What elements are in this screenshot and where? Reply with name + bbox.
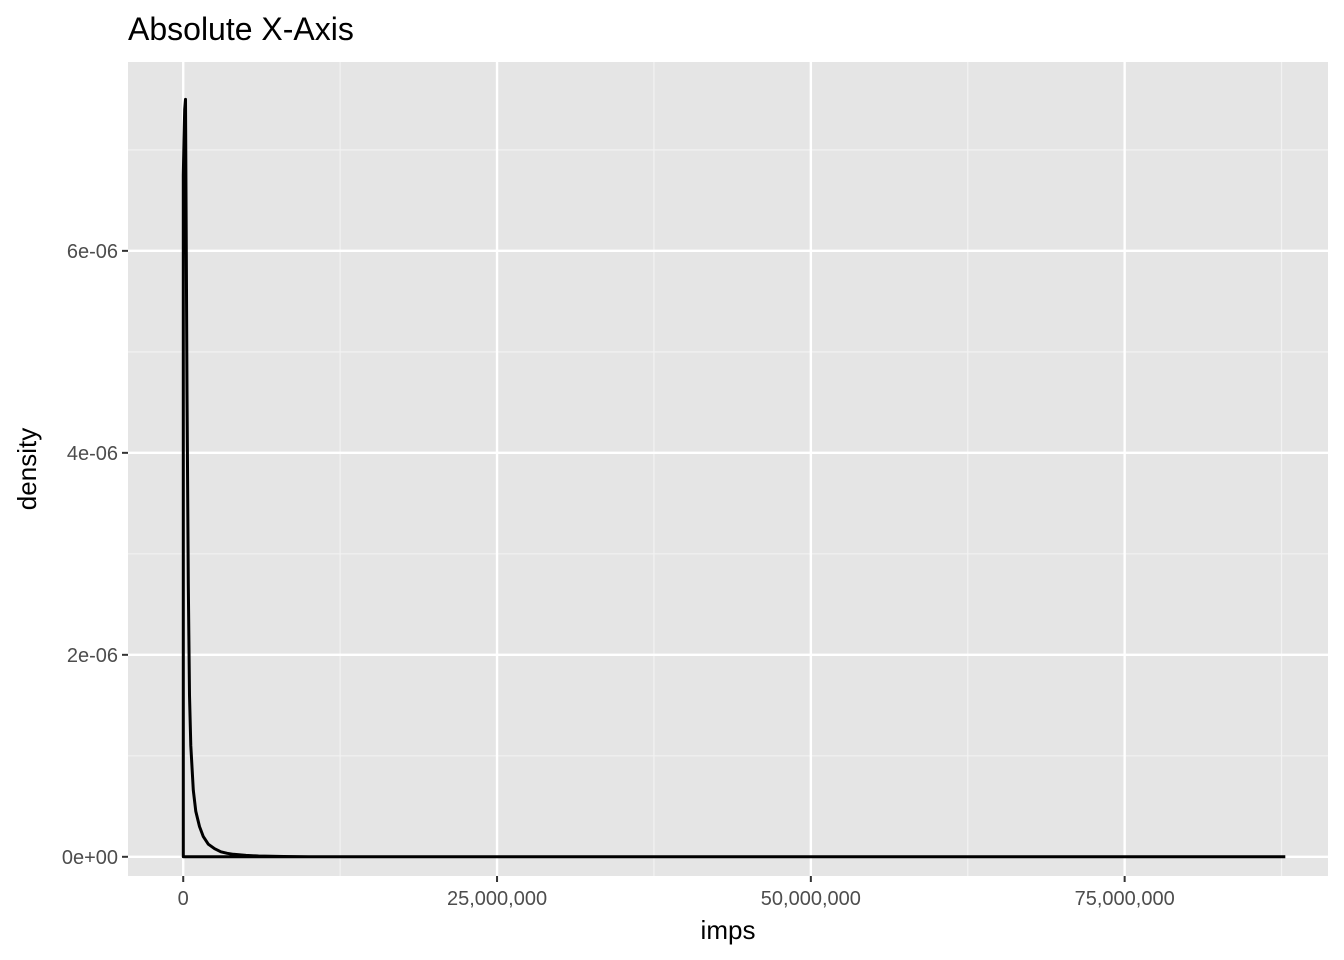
y-tick-label: 4e-06 [67,443,118,465]
y-tick-label: 6e-06 [67,241,118,263]
density-curve [181,97,1286,859]
y-tick-label: 0e+00 [62,847,118,869]
plot-panel [128,62,1328,876]
x-axis-title: imps [701,915,756,945]
minor-gridlines [128,62,1328,876]
x-tick-label: 0 [178,888,189,910]
y-axis-title: density [12,428,42,510]
y-tick-label: 2e-06 [67,645,118,667]
x-tick-label: 50,000,000 [761,888,861,910]
chart-title: Absolute X-Axis [128,11,354,47]
x-axis: 0 25,000,000 50,000,000 75,000,000 [178,876,1175,910]
x-tick-label: 25,000,000 [447,888,547,910]
y-axis: 0e+00 2e-06 4e-06 6e-06 [62,241,128,869]
x-tick-label: 75,000,000 [1075,888,1175,910]
